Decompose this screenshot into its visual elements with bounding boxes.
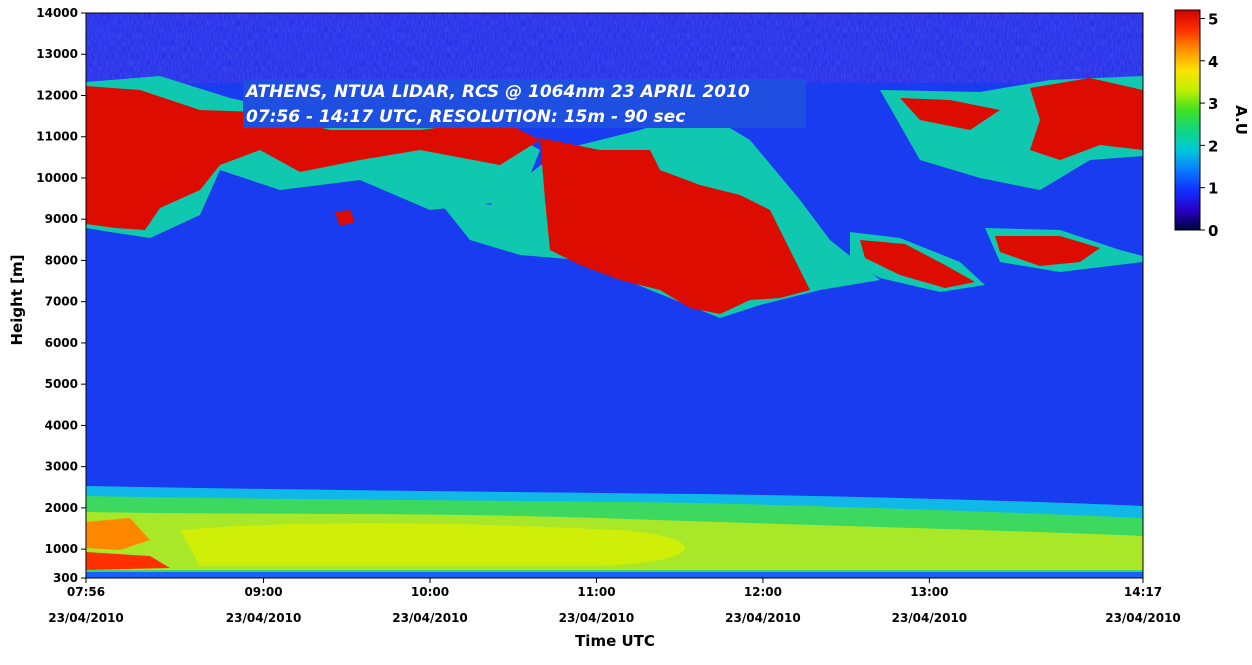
cirrus-core-left — [86, 86, 540, 230]
x-tick-date: 23/04/2010 — [226, 611, 302, 625]
colorbar-tick-label: 0 — [1208, 222, 1218, 240]
cirrus-core-left-blob — [335, 210, 355, 226]
y-tick-label: 7000 — [45, 295, 78, 309]
x-tick-time: 09:00 — [244, 585, 282, 599]
y-tick-label: 5000 — [45, 377, 78, 391]
y-tick-label: 14000 — [36, 6, 78, 20]
chart-title-line-1: ATHENS, NTUA LIDAR, RCS @ 1064nm 23 APRI… — [244, 82, 750, 102]
chart-title-line-2: 07:56 - 14:17 UTC, RESOLUTION: 15m - 90 … — [246, 107, 685, 127]
plot-frame — [85, 12, 1144, 579]
upper-noise-texture — [86, 13, 1143, 83]
y-tick-label: 1000 — [45, 542, 78, 556]
chart-title-box: ATHENS, NTUA LIDAR, RCS @ 1064nm 23 APRI… — [243, 79, 806, 128]
colorbar-tick-label: 2 — [1208, 137, 1218, 155]
boundary-layer-hotspot — [86, 518, 150, 550]
boundary-layer-bottom — [86, 572, 1143, 578]
boundary-layer-hotspot-2 — [86, 552, 170, 570]
x-tick-date: 23/04/2010 — [392, 611, 468, 625]
y-tick-label: 3000 — [45, 460, 78, 474]
y-tick-label: 12000 — [36, 88, 78, 102]
colorbar-bar — [1174, 9, 1201, 231]
y-tick-label: 8000 — [45, 253, 78, 267]
x-tick-time: 13:00 — [910, 585, 948, 599]
x-tick-time: 10:00 — [411, 585, 449, 599]
y-axis-title: Height [m] — [8, 254, 26, 345]
y-tick-label: 2000 — [45, 501, 78, 515]
y-tick-label: 10000 — [36, 171, 78, 185]
boundary-layer-core — [180, 523, 685, 566]
colorbar-tick-label: 4 — [1208, 53, 1218, 71]
x-tick-date: 23/04/2010 — [48, 611, 124, 625]
title-background — [243, 79, 806, 128]
y-tick-label: 300 — [53, 571, 78, 585]
x-axis-title: Time UTC — [575, 632, 655, 650]
y-tick-label: 6000 — [45, 336, 78, 350]
cirrus-core-right-low-2 — [995, 236, 1100, 266]
colorbar-tick-label: 3 — [1208, 95, 1218, 113]
x-tick-time: 14:17 — [1124, 585, 1162, 599]
cirrus-core-center — [540, 138, 810, 314]
y-tick-label: 4000 — [45, 418, 78, 432]
y-tick-label: 9000 — [45, 212, 78, 226]
y-tick-label: 13000 — [36, 47, 78, 61]
colorbar: 0 1 2 3 4 5 A.U — [1174, 9, 1250, 240]
colorbar-label: A.U — [1232, 105, 1250, 135]
cirrus-core-right-low — [860, 240, 975, 288]
x-tick-time: 12:00 — [744, 585, 782, 599]
x-tick-date: 23/04/2010 — [725, 611, 801, 625]
y-tick-label: 11000 — [36, 130, 78, 144]
y-axis: 300 1000 2000 3000 4000 5000 6000 7000 8000 9000 1… — [36, 6, 86, 585]
colorbar-tick-label: 5 — [1208, 10, 1218, 28]
colorbar-tick-label: 1 — [1208, 180, 1218, 198]
colorbar-ticks: 0 1 2 3 4 5 — [1200, 10, 1218, 240]
x-tick-date: 23/04/2010 — [559, 611, 635, 625]
x-tick-time: 07:56 — [67, 585, 105, 599]
cirrus-core-upper-mid — [900, 98, 1000, 130]
x-tick-time: 11:00 — [577, 585, 615, 599]
x-axis: 07:56 23/04/2010 09:00 23/04/2010 10:00 23/04… — [48, 578, 1181, 625]
cirrus-core-right-high — [1030, 78, 1143, 160]
x-tick-date: 23/04/2010 — [892, 611, 968, 625]
x-tick-date: 23/04/2010 — [1105, 611, 1181, 625]
